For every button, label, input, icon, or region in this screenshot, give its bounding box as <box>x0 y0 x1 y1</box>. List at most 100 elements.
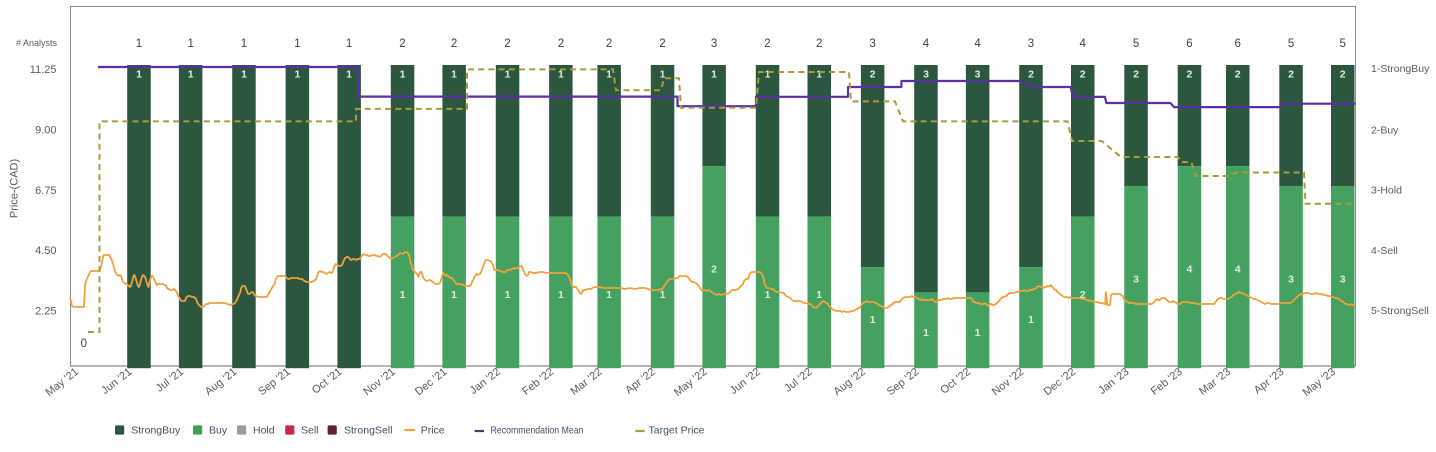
svg-text:3: 3 <box>975 69 981 81</box>
svg-text:5: 5 <box>1339 38 1345 50</box>
svg-text:2: 2 <box>1080 69 1086 81</box>
svg-text:Aug '21: Aug '21 <box>203 366 240 398</box>
svg-text:1: 1 <box>451 69 457 81</box>
svg-text:6.75: 6.75 <box>35 185 56 197</box>
svg-text:1: 1 <box>975 327 981 339</box>
svg-text:1: 1 <box>505 289 511 301</box>
svg-text:3: 3 <box>1288 274 1294 286</box>
svg-text:4.50: 4.50 <box>35 245 56 257</box>
svg-text:3: 3 <box>923 69 929 81</box>
svg-text:1: 1 <box>188 69 194 81</box>
svg-text:Dec '21: Dec '21 <box>413 366 450 398</box>
svg-text:1: 1 <box>294 38 300 50</box>
svg-text:4: 4 <box>1079 38 1086 50</box>
svg-text:Nov '21: Nov '21 <box>361 366 398 398</box>
svg-text:5: 5 <box>1288 38 1294 50</box>
svg-text:Sell: Sell <box>301 425 319 437</box>
svg-text:1: 1 <box>241 38 247 50</box>
svg-text:May '22: May '22 <box>672 366 709 399</box>
svg-text:2: 2 <box>399 38 405 50</box>
svg-text:4: 4 <box>923 38 930 50</box>
svg-text:5: 5 <box>1133 38 1139 50</box>
svg-text:1: 1 <box>765 69 771 81</box>
svg-text:Jul '21: Jul '21 <box>154 366 186 395</box>
svg-text:4: 4 <box>974 38 981 50</box>
svg-text:2: 2 <box>1235 69 1241 81</box>
svg-text:Target Price: Target Price <box>649 425 705 437</box>
svg-text:1: 1 <box>187 38 193 50</box>
svg-text:2: 2 <box>816 38 822 50</box>
svg-text:May '23: May '23 <box>1301 366 1338 399</box>
svg-text:Sep '21: Sep '21 <box>256 366 293 398</box>
svg-text:1: 1 <box>241 69 247 81</box>
svg-text:6: 6 <box>1186 38 1192 50</box>
svg-text:1: 1 <box>558 69 564 81</box>
svg-text:Jan '23: Jan '23 <box>1096 366 1131 397</box>
svg-text:2: 2 <box>1288 69 1294 81</box>
svg-text:1: 1 <box>606 69 612 81</box>
svg-text:Jul '22: Jul '22 <box>782 366 814 395</box>
svg-text:1: 1 <box>606 289 612 301</box>
svg-text:StrongSell: StrongSell <box>344 425 392 437</box>
svg-text:1: 1 <box>346 38 352 50</box>
svg-text:Price: Price <box>421 425 445 437</box>
svg-text:Jun '22: Jun '22 <box>728 366 763 397</box>
svg-text:3: 3 <box>1133 274 1139 286</box>
svg-text:4-Sell: 4-Sell <box>1371 245 1398 257</box>
svg-text:1: 1 <box>558 289 564 301</box>
svg-text:4: 4 <box>1235 264 1241 276</box>
svg-text:1: 1 <box>136 38 142 50</box>
svg-text:6: 6 <box>1234 38 1240 50</box>
svg-text:# Analysts: # Analysts <box>16 38 58 48</box>
svg-text:Apr '22: Apr '22 <box>623 366 658 397</box>
svg-text:2.25: 2.25 <box>35 305 56 317</box>
svg-text:2: 2 <box>1340 69 1346 81</box>
svg-text:May '21: May '21 <box>43 366 80 399</box>
svg-text:2-Buy: 2-Buy <box>1371 125 1399 137</box>
svg-text:9.00: 9.00 <box>35 125 56 137</box>
svg-text:Hold: Hold <box>253 425 275 437</box>
svg-text:Price-(CAD): Price-(CAD) <box>9 159 21 218</box>
svg-text:2: 2 <box>1080 289 1086 301</box>
svg-text:Recommendation Mean: Recommendation Mean <box>491 425 584 437</box>
svg-text:1: 1 <box>870 314 876 326</box>
svg-text:1: 1 <box>816 69 822 81</box>
svg-text:Buy: Buy <box>209 425 228 437</box>
svg-text:2: 2 <box>764 38 770 50</box>
svg-text:1: 1 <box>346 69 352 81</box>
svg-text:1: 1 <box>765 289 771 301</box>
svg-text:3: 3 <box>869 38 875 50</box>
svg-text:Feb '23: Feb '23 <box>1149 366 1185 398</box>
svg-text:2: 2 <box>606 38 612 50</box>
svg-text:Mar '22: Mar '22 <box>568 366 604 398</box>
svg-text:1: 1 <box>660 69 666 81</box>
svg-text:1: 1 <box>400 289 406 301</box>
svg-text:Nov '22: Nov '22 <box>990 366 1027 398</box>
svg-text:Oct '21: Oct '21 <box>310 366 345 397</box>
svg-text:Jun '21: Jun '21 <box>99 366 134 397</box>
svg-text:1: 1 <box>136 69 142 81</box>
svg-text:1: 1 <box>711 69 717 81</box>
svg-text:1: 1 <box>660 289 666 301</box>
svg-text:Sep '22: Sep '22 <box>885 366 922 398</box>
svg-text:4: 4 <box>1186 264 1192 276</box>
svg-text:2: 2 <box>504 38 510 50</box>
svg-text:5-StrongSell: 5-StrongSell <box>1371 305 1429 317</box>
svg-text:1: 1 <box>294 69 300 81</box>
svg-text:2: 2 <box>558 38 564 50</box>
svg-text:3: 3 <box>1340 274 1346 286</box>
svg-text:Apr '23: Apr '23 <box>1252 366 1287 397</box>
svg-text:Jan '22: Jan '22 <box>468 366 503 397</box>
svg-text:1: 1 <box>923 327 929 339</box>
svg-text:2: 2 <box>711 264 717 276</box>
svg-text:1-StrongBuy: 1-StrongBuy <box>1371 63 1430 75</box>
svg-text:2: 2 <box>870 69 876 81</box>
svg-text:1: 1 <box>505 69 511 81</box>
svg-text:2: 2 <box>659 38 665 50</box>
svg-text:Aug '22: Aug '22 <box>831 366 868 398</box>
svg-text:1: 1 <box>1028 314 1034 326</box>
svg-text:Dec '22: Dec '22 <box>1042 366 1079 398</box>
svg-text:0: 0 <box>81 338 87 350</box>
svg-text:2: 2 <box>451 38 457 50</box>
svg-text:Feb '22: Feb '22 <box>520 366 556 398</box>
